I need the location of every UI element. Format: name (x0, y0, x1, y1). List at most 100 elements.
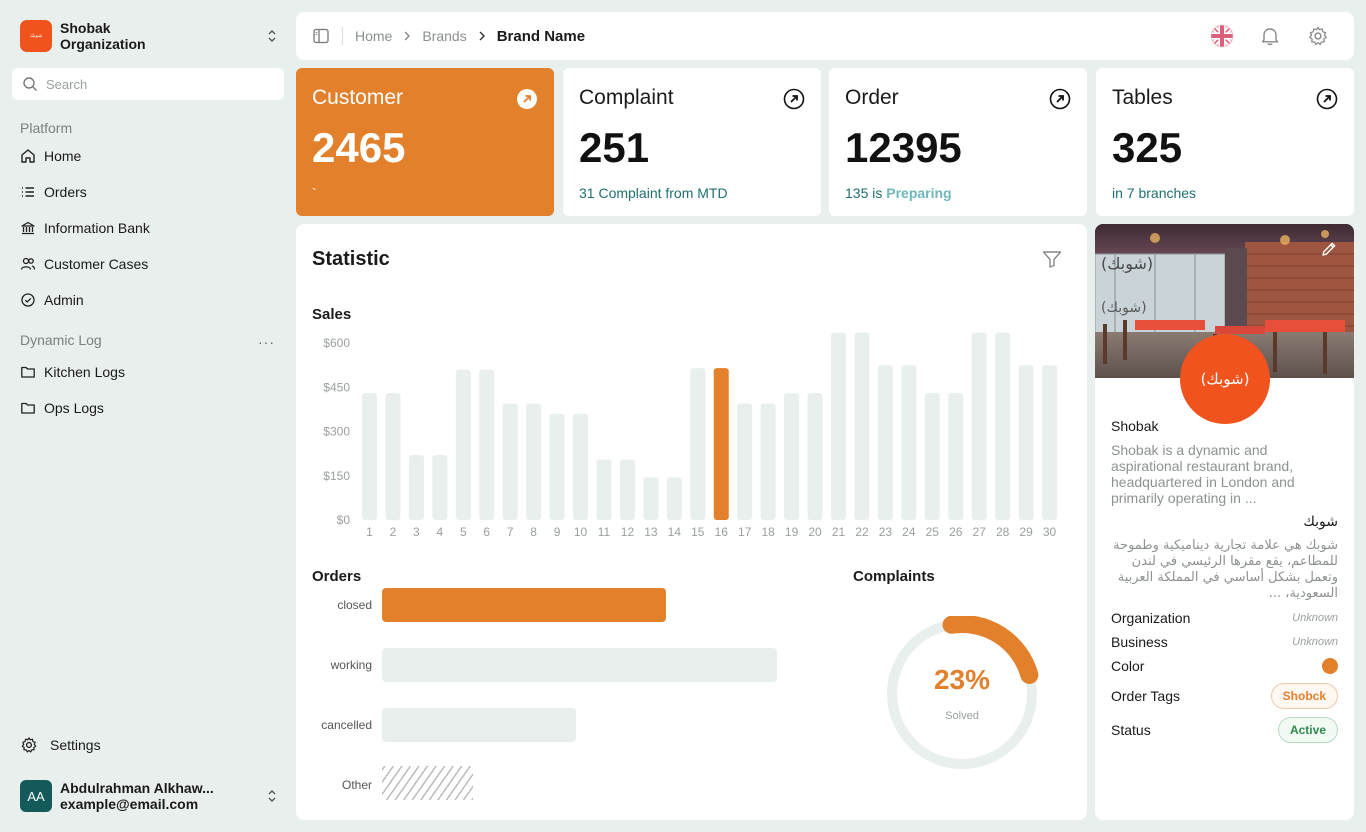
sidebar-item-orders[interactable]: Orders (20, 180, 276, 204)
sales-bar[interactable] (854, 332, 870, 520)
sales-bar[interactable] (760, 403, 776, 520)
sales-bar[interactable] (666, 477, 682, 520)
gear-icon[interactable] (1306, 24, 1330, 48)
breadcrumb-current: Brand Name (496, 27, 586, 45)
x-tick-label: 1 (366, 525, 373, 539)
breadcrumb: Home Brands Brand Name (355, 28, 585, 45)
x-tick-label: 2 (390, 525, 397, 539)
sidebar-item-ops-logs[interactable]: Ops Logs (20, 396, 276, 420)
sales-bar[interactable] (971, 332, 987, 520)
x-tick-label: 28 (996, 525, 1010, 539)
tables-card[interactable]: Tables 325 in 7 branches (1096, 68, 1354, 216)
search-icon (23, 77, 37, 91)
sales-bar[interactable] (455, 369, 471, 520)
chevron-right-icon (477, 30, 487, 42)
filter-icon[interactable] (1041, 248, 1063, 270)
x-tick-label: 15 (691, 525, 705, 539)
sales-bar[interactable] (362, 393, 377, 520)
sidebar-item-customer-cases[interactable]: Customer Cases (20, 252, 276, 276)
folder-icon (21, 402, 35, 414)
card-title: Tables (1112, 86, 1173, 109)
breadcrumb-home[interactable]: Home (355, 28, 393, 44)
arrow-up-right-icon[interactable] (783, 88, 805, 110)
sales-bar[interactable] (948, 393, 964, 520)
complaint-card[interactable]: Complaint 251 31 Complaint from MTD (563, 68, 821, 216)
check-circle-icon (21, 293, 35, 307)
order-bar-other[interactable] (382, 766, 473, 800)
org-switcher[interactable]: شوبك Shobak Organization (20, 20, 280, 52)
sales-bar[interactable] (924, 393, 940, 520)
order-bar-working[interactable] (382, 648, 777, 682)
x-tick-label: 19 (785, 525, 799, 539)
home-icon (21, 149, 35, 163)
sales-bar[interactable] (1018, 365, 1034, 520)
status-badge: Active (1277, 717, 1338, 743)
x-tick-label: 13 (644, 525, 658, 539)
sales-bar[interactable] (573, 413, 589, 520)
svg-text:(شوبك): (شوبك) (1101, 254, 1153, 274)
sales-bar[interactable] (549, 413, 565, 520)
order-card[interactable]: Order 12395 135 is Preparing (829, 68, 1087, 216)
x-tick-label: 4 (437, 525, 444, 539)
sidebar-toggle-icon[interactable] (312, 27, 330, 45)
platform-section-label: Platform (20, 120, 73, 136)
gear-icon (21, 737, 37, 753)
sales-bar[interactable] (432, 455, 448, 520)
sidebar-item-kitchen-logs[interactable]: Kitchen Logs (20, 360, 276, 384)
statistic-panel: Statistic Sales $0 $150 $300 $450 $600 1 2 3 4 5 6… (296, 224, 1087, 820)
sales-bar[interactable] (713, 368, 729, 520)
sales-bar[interactable] (526, 403, 542, 520)
chevron-up-down-icon[interactable] (264, 786, 280, 806)
card-subtext: ` (312, 185, 317, 201)
arrow-up-right-icon[interactable] (1316, 88, 1338, 110)
sidebar-item-settings[interactable]: Settings (20, 736, 101, 754)
user-info: Abdulrahman Alkhaw... example@email.com (60, 780, 264, 812)
order-bar-closed[interactable] (382, 588, 667, 622)
sales-bar[interactable] (385, 393, 401, 520)
sales-bar[interactable] (784, 393, 800, 520)
sales-bar[interactable] (502, 403, 518, 520)
order-label-working: working (330, 658, 372, 672)
sales-bar[interactable] (690, 368, 706, 520)
sales-bar[interactable] (831, 332, 846, 520)
y-tick-label: $150 (323, 469, 350, 483)
x-tick-label: 8 (530, 525, 537, 539)
sales-bar[interactable] (807, 393, 823, 520)
sales-bar[interactable] (643, 477, 659, 520)
y-tick-label: $0 (337, 513, 351, 527)
sales-bar[interactable] (901, 365, 917, 520)
org-logo: شوبك (20, 20, 52, 52)
x-tick-label: 12 (621, 525, 635, 539)
user-menu[interactable]: AA Abdulrahman Alkhaw... example@email.c… (20, 780, 280, 812)
sidebar-item-admin[interactable]: Admin (20, 288, 276, 312)
sales-bar[interactable] (408, 455, 424, 520)
card-subtext: in 7 branches (1112, 185, 1197, 201)
sales-bar[interactable] (596, 459, 612, 520)
sales-bar[interactable] (995, 332, 1011, 520)
customer-card[interactable]: Customer 2465 ` (296, 68, 554, 216)
x-tick-label: 26 (949, 525, 963, 539)
chevron-up-down-icon[interactable] (264, 26, 280, 46)
sales-bar[interactable] (1042, 365, 1058, 520)
arrow-up-right-icon[interactable] (516, 88, 538, 110)
breadcrumb-brands[interactable]: Brands (422, 28, 467, 44)
sales-bar[interactable] (877, 365, 893, 520)
sales-bar[interactable] (737, 403, 753, 520)
search-input[interactable] (46, 76, 266, 92)
more-options-icon[interactable]: ··· (258, 334, 275, 350)
brand-description-arabic: شوبك هي علامة تجارية ديناميكية وطموحة لل… (1113, 538, 1338, 601)
pencil-icon[interactable] (1320, 240, 1338, 258)
x-tick-label: 22 (855, 525, 869, 539)
card-subtext: 135 is Preparing (845, 185, 952, 201)
sales-bar[interactable] (479, 369, 495, 520)
avatar: AA (20, 780, 52, 812)
x-tick-label: 27 (973, 525, 987, 539)
sidebar-item-home[interactable]: Home (20, 144, 276, 168)
order-bar-cancelled[interactable] (382, 708, 576, 742)
bell-icon[interactable] (1258, 24, 1282, 48)
sales-bar[interactable] (619, 459, 635, 520)
x-tick-label: 25 (926, 525, 940, 539)
sidebar-item-information-bank[interactable]: Information Bank (20, 216, 276, 240)
uk-flag-icon[interactable] (1210, 24, 1234, 48)
arrow-up-right-icon[interactable] (1049, 88, 1071, 110)
